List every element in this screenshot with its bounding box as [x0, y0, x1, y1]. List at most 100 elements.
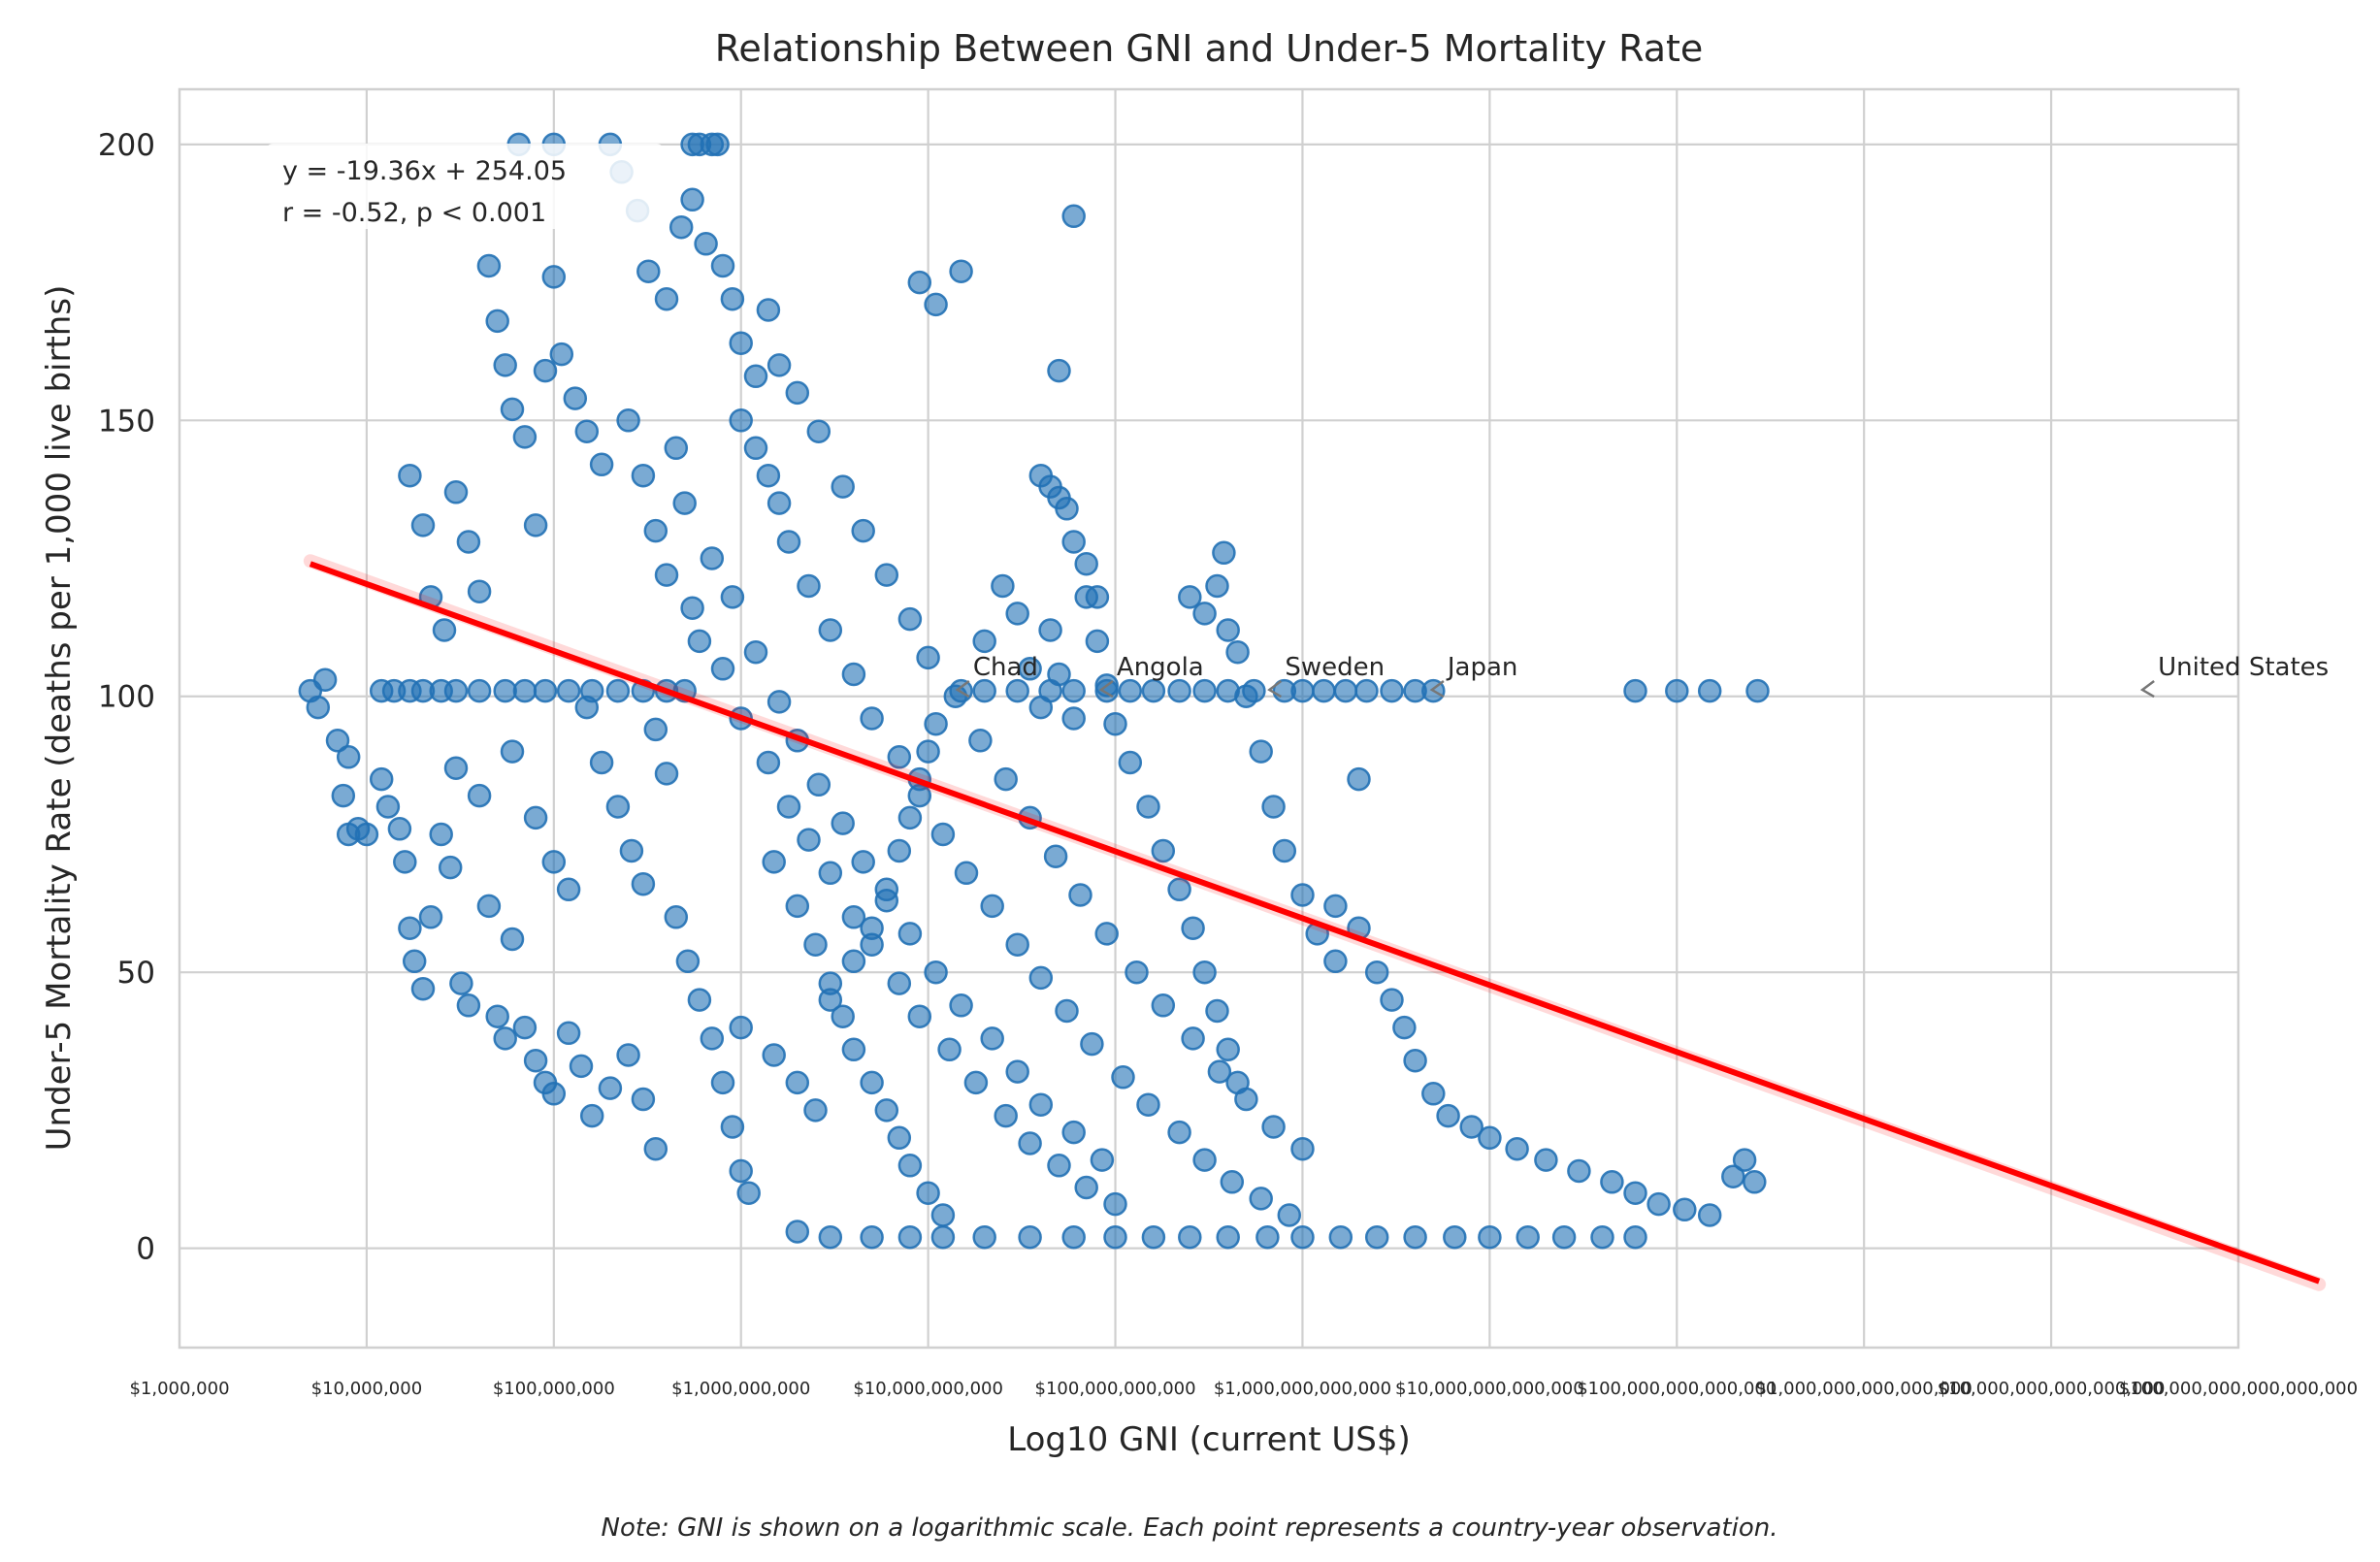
data-point — [443, 678, 469, 703]
data-point — [710, 253, 735, 278]
data-point — [806, 772, 831, 797]
data-point — [1312, 678, 1336, 703]
data-point — [818, 988, 843, 1012]
data-point — [541, 850, 567, 874]
x-tick-labels: $1,000,000 $10,000,000 $100,000,000 $1,000,… — [129, 1379, 2358, 1399]
data-point — [1665, 678, 1689, 703]
data-point — [930, 822, 956, 847]
data-point — [937, 1037, 962, 1062]
data-point — [1646, 1191, 1671, 1217]
data-point — [654, 762, 679, 786]
x-tick-label: $10,000,000 — [311, 1379, 423, 1399]
data-point — [1118, 678, 1143, 703]
data-point — [1103, 1224, 1127, 1250]
data-point — [1478, 1224, 1502, 1250]
data-point — [1697, 678, 1722, 703]
data-point — [631, 1087, 656, 1112]
data-point — [523, 513, 548, 537]
data-point — [766, 491, 792, 515]
data-point — [785, 894, 810, 919]
data-point — [1590, 1224, 1614, 1250]
data-point — [312, 667, 338, 692]
data-point — [533, 678, 558, 703]
regression-line — [309, 561, 2321, 1285]
data-point — [306, 695, 331, 720]
data-point — [766, 353, 792, 377]
data-point — [1061, 1224, 1086, 1250]
data-point — [432, 618, 457, 642]
data-point — [325, 729, 350, 753]
data-point — [393, 850, 417, 874]
data-point — [1005, 678, 1029, 703]
y-tick-label: 0 — [136, 1232, 155, 1267]
y-tick-labels: 0 50 100 150 200 — [98, 128, 155, 1267]
data-point — [897, 1224, 923, 1250]
data-point — [1290, 883, 1315, 907]
x-tick-label: $100,000,000,000 — [1035, 1379, 1196, 1399]
data-point — [1261, 1115, 1286, 1139]
data-point — [831, 474, 855, 499]
data-point — [680, 596, 704, 620]
data-point — [1141, 1224, 1166, 1250]
data-point — [1136, 795, 1160, 819]
data-point — [556, 877, 581, 902]
data-point — [1623, 1181, 1647, 1205]
data-point — [785, 1070, 810, 1095]
data-point — [785, 380, 810, 406]
data-point — [1118, 750, 1143, 775]
data-point — [762, 1043, 786, 1067]
data-point — [443, 756, 469, 780]
data-point — [443, 480, 469, 504]
data-point — [1074, 551, 1098, 576]
data-point — [1167, 877, 1191, 902]
data-point — [818, 861, 843, 886]
data-point — [1277, 1203, 1302, 1227]
data-point — [776, 530, 801, 554]
data-point — [991, 573, 1015, 599]
x-tick-label: $1,000,000,000,000,000 — [1756, 1379, 1972, 1399]
data-point — [331, 783, 356, 808]
data-point — [1673, 1197, 1697, 1222]
data-point — [841, 949, 866, 974]
data-point — [1242, 678, 1266, 703]
data-point — [916, 1181, 940, 1205]
data-point — [1272, 838, 1297, 863]
data-point — [818, 618, 843, 642]
data-point — [980, 1026, 1004, 1051]
data-point — [797, 828, 821, 852]
data-point — [720, 286, 745, 311]
data-point — [1043, 844, 1068, 868]
data-point — [1018, 1224, 1042, 1250]
data-point — [1623, 678, 1647, 703]
data-point — [1151, 993, 1176, 1018]
data-point — [1354, 678, 1379, 703]
data-point — [1192, 1148, 1217, 1172]
data-point — [569, 1054, 594, 1079]
data-point — [1061, 1120, 1086, 1145]
data-point — [897, 1154, 923, 1178]
data-point — [336, 745, 361, 769]
data-point — [616, 1043, 640, 1067]
data-point — [916, 739, 940, 764]
data-point — [1136, 1092, 1160, 1117]
data-point — [1551, 1224, 1577, 1250]
data-point — [1005, 602, 1029, 626]
data-point — [1207, 1059, 1232, 1084]
data-point — [619, 838, 644, 863]
data-point — [803, 1098, 828, 1123]
data-point — [818, 1224, 843, 1250]
data-point — [398, 916, 422, 940]
regression-stats: r = -0.52, p < 0.001 — [282, 198, 546, 228]
data-point — [756, 463, 781, 488]
data-point — [831, 811, 855, 835]
data-point — [1505, 1136, 1529, 1161]
data-point — [776, 795, 801, 819]
data-point — [874, 563, 899, 587]
data-point — [1220, 1170, 1245, 1194]
data-point — [1567, 1158, 1591, 1184]
data-point — [605, 795, 631, 819]
data-point — [1181, 1026, 1205, 1051]
data-point — [456, 530, 481, 554]
data-point — [636, 259, 661, 283]
data-point — [456, 993, 481, 1018]
